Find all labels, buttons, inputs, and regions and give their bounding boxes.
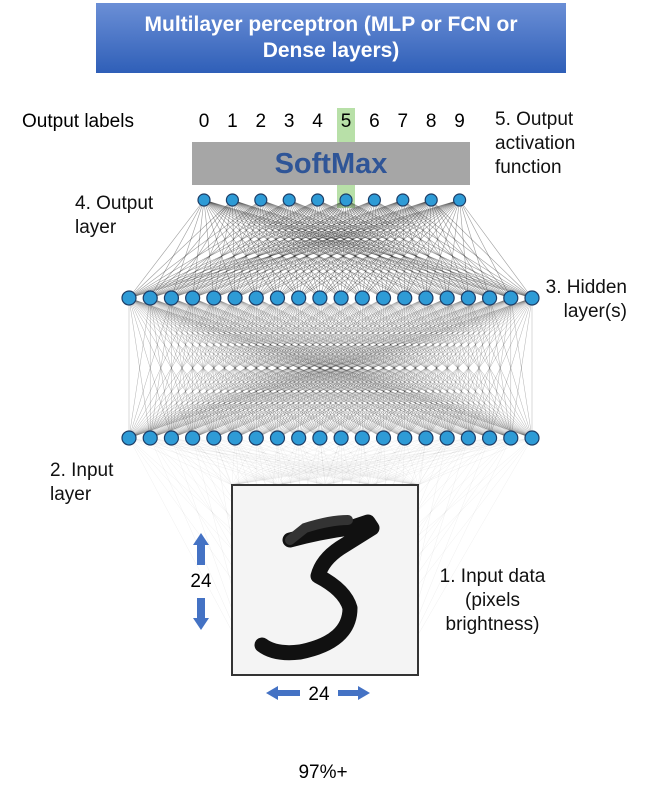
arrow-down bbox=[193, 598, 209, 630]
neuron bbox=[186, 431, 200, 445]
annotation: 2. Input layer bbox=[50, 459, 130, 507]
neuron bbox=[228, 431, 242, 445]
neuron bbox=[283, 194, 295, 206]
neuron bbox=[312, 194, 324, 206]
neuron bbox=[313, 291, 327, 305]
neuron bbox=[228, 291, 242, 305]
neuron bbox=[461, 431, 475, 445]
connection bbox=[193, 200, 432, 298]
output-digit: 9 bbox=[454, 111, 465, 132]
neuron bbox=[249, 291, 263, 305]
neuron bbox=[270, 431, 284, 445]
neuron bbox=[186, 291, 200, 305]
neuron bbox=[398, 291, 412, 305]
neuron bbox=[207, 291, 221, 305]
neuron bbox=[398, 431, 412, 445]
height-label: 24 bbox=[190, 571, 212, 592]
output-digit: 4 bbox=[312, 111, 323, 132]
neuron bbox=[454, 194, 466, 206]
neuron bbox=[483, 431, 497, 445]
neuron bbox=[198, 194, 210, 206]
input-image bbox=[232, 485, 418, 675]
neuron bbox=[419, 431, 433, 445]
neuron bbox=[292, 431, 306, 445]
neuron bbox=[397, 194, 409, 206]
neuron bbox=[355, 291, 369, 305]
output-digit: 5 bbox=[341, 111, 352, 132]
neuron bbox=[143, 431, 157, 445]
neuron bbox=[419, 291, 433, 305]
annotation: 3. Hidden layer(s) bbox=[527, 276, 627, 324]
neuron bbox=[164, 431, 178, 445]
neuron bbox=[334, 431, 348, 445]
neuron bbox=[377, 291, 391, 305]
neuron bbox=[368, 194, 380, 206]
output-digit: 6 bbox=[369, 111, 380, 132]
neuron bbox=[334, 291, 348, 305]
annotation: 1. Input data (pixels brightness) bbox=[425, 565, 560, 637]
neuron bbox=[440, 431, 454, 445]
neuron bbox=[440, 291, 454, 305]
neuron bbox=[340, 194, 352, 206]
arrow-right bbox=[338, 686, 370, 700]
neuron bbox=[504, 431, 518, 445]
neuron bbox=[504, 291, 518, 305]
annotation: 5. Output activation function bbox=[495, 108, 605, 180]
arrow-left bbox=[266, 686, 300, 700]
connection bbox=[431, 200, 489, 298]
connection bbox=[431, 200, 511, 298]
neuron bbox=[525, 431, 539, 445]
neuron bbox=[207, 431, 221, 445]
neuron bbox=[377, 431, 391, 445]
neuron bbox=[143, 291, 157, 305]
neuron bbox=[355, 431, 369, 445]
output-digit: 3 bbox=[284, 111, 295, 132]
accuracy: 97%+ bbox=[298, 762, 347, 783]
output-digit: 2 bbox=[256, 111, 267, 132]
output-digit: 8 bbox=[426, 111, 437, 132]
neuron bbox=[483, 291, 497, 305]
neuron bbox=[461, 291, 475, 305]
width-label: 24 bbox=[308, 684, 330, 705]
neuron bbox=[226, 194, 238, 206]
neuron bbox=[122, 431, 136, 445]
neuron bbox=[425, 194, 437, 206]
neuron bbox=[255, 194, 267, 206]
neuron bbox=[270, 291, 284, 305]
title-banner: Multilayer perceptron (MLP or FCN or Den… bbox=[96, 3, 566, 73]
neuron bbox=[313, 431, 327, 445]
output-digit: 7 bbox=[398, 111, 409, 132]
annotation: 4. Output layer bbox=[75, 192, 175, 240]
neuron bbox=[164, 291, 178, 305]
connection bbox=[447, 200, 459, 298]
neuron bbox=[122, 291, 136, 305]
neuron bbox=[292, 291, 306, 305]
output-digits: 0123456789 bbox=[199, 111, 465, 132]
output-labels-title: Output labels bbox=[22, 111, 134, 132]
neuron bbox=[249, 431, 263, 445]
page: SoftMax 24 24 97%+ Output labels 0123456… bbox=[0, 0, 648, 790]
output-digit: 0 bbox=[199, 111, 210, 132]
softmax-label: SoftMax bbox=[275, 148, 388, 180]
output-digit: 1 bbox=[227, 111, 238, 132]
